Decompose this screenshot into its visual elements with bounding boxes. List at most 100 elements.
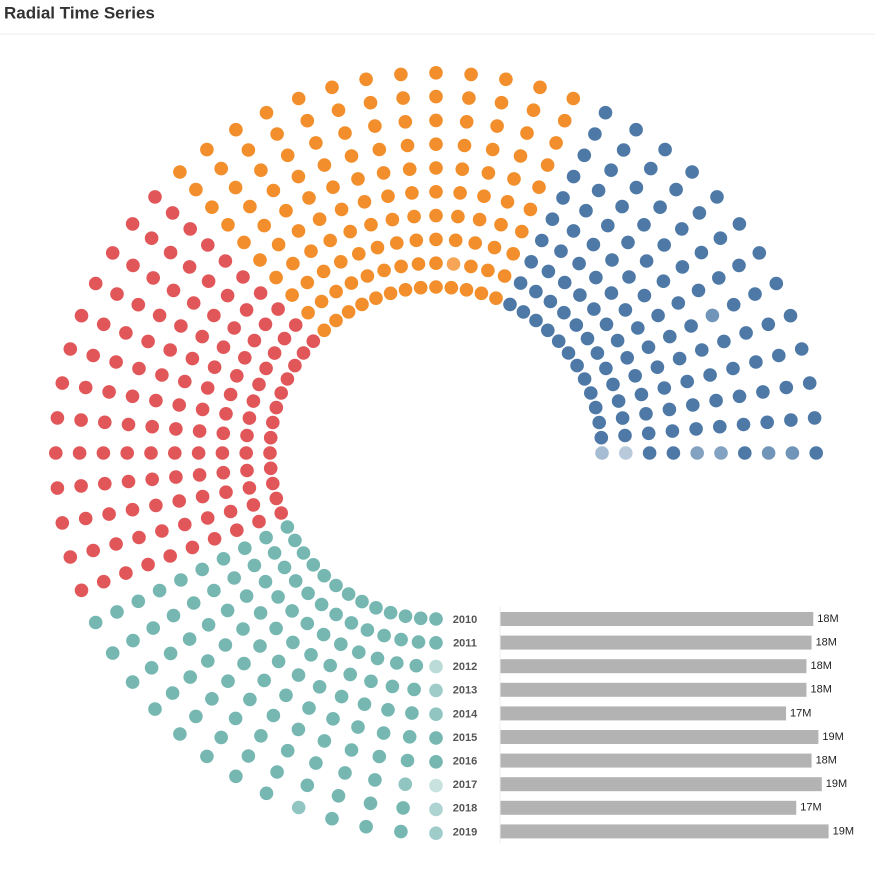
- dot: [110, 287, 124, 301]
- bar: [500, 659, 807, 674]
- dot: [338, 126, 352, 140]
- dot: [285, 604, 299, 618]
- dot: [446, 257, 461, 271]
- dot: [657, 238, 671, 252]
- dot: [637, 288, 652, 303]
- dot: [494, 95, 509, 110]
- dot: [368, 119, 382, 133]
- dot: [686, 398, 700, 412]
- dot: [396, 91, 410, 105]
- dot: [214, 161, 228, 176]
- dot: [605, 253, 619, 267]
- dot: [238, 541, 252, 555]
- dot: [218, 638, 233, 652]
- dot: [132, 530, 146, 545]
- dot: [653, 200, 667, 214]
- dot: [459, 115, 474, 129]
- dot: [726, 361, 740, 376]
- dot: [317, 568, 332, 583]
- dot: [709, 393, 723, 408]
- chart-title: Radial Time Series: [4, 3, 155, 22]
- dot: [663, 329, 677, 344]
- bar: [500, 753, 812, 768]
- dot: [429, 113, 443, 128]
- dot: [675, 260, 690, 274]
- bar-value-label: 18M: [810, 660, 831, 672]
- dot: [713, 419, 727, 434]
- dot: [736, 417, 751, 432]
- dot: [288, 318, 303, 332]
- dot: [629, 122, 643, 137]
- dot: [400, 753, 415, 768]
- bar: [500, 612, 814, 626]
- dot: [195, 402, 210, 417]
- dot: [63, 342, 78, 356]
- bar-value-label: 17M: [790, 707, 811, 719]
- dot: [383, 286, 398, 301]
- dot: [300, 113, 315, 128]
- dot: [584, 386, 598, 400]
- dot: [141, 557, 155, 572]
- dot: [748, 287, 762, 301]
- dot: [429, 66, 443, 80]
- year-label: 2013: [453, 685, 477, 697]
- dot: [331, 103, 346, 117]
- dot: [606, 377, 620, 392]
- dot: [301, 586, 315, 601]
- dot: [611, 394, 626, 408]
- dot: [88, 276, 103, 291]
- dot: [675, 222, 689, 236]
- dot: [285, 288, 299, 302]
- dot: [481, 263, 495, 278]
- dot: [110, 605, 124, 619]
- dot: [302, 701, 316, 715]
- dot: [119, 566, 133, 580]
- dot: [429, 612, 443, 626]
- dot: [344, 276, 359, 290]
- dot: [125, 389, 140, 404]
- dot: [732, 258, 746, 273]
- dot: [529, 313, 543, 328]
- dot: [413, 611, 428, 626]
- dot: [228, 180, 243, 195]
- dot: [405, 186, 419, 200]
- dot: [783, 308, 798, 323]
- dot: [396, 801, 410, 815]
- dot: [601, 218, 615, 233]
- dot: [599, 361, 613, 376]
- dot: [201, 274, 216, 289]
- dot: [288, 533, 302, 548]
- dot: [532, 180, 546, 194]
- dot: [760, 415, 774, 430]
- dot: [253, 639, 267, 653]
- dot: [218, 254, 233, 268]
- dot: [144, 231, 159, 245]
- dot: [385, 212, 400, 227]
- dot: [126, 633, 140, 648]
- dot: [323, 233, 338, 248]
- dot: [394, 259, 408, 274]
- dot: [561, 346, 576, 360]
- dot: [173, 727, 187, 741]
- dot: [309, 136, 323, 150]
- dot: [325, 80, 339, 95]
- dot: [270, 765, 284, 779]
- dot: [455, 162, 470, 176]
- dot: [288, 574, 303, 588]
- dot: [629, 180, 644, 195]
- dot: [125, 217, 140, 231]
- dot: [616, 143, 631, 157]
- dot: [155, 368, 169, 382]
- dot: [451, 209, 465, 224]
- dot: [269, 400, 284, 415]
- dot: [195, 329, 209, 344]
- dot: [246, 498, 261, 512]
- dot: [259, 786, 274, 801]
- dot: [712, 271, 726, 285]
- dot: [78, 511, 93, 526]
- dot: [398, 609, 413, 623]
- dot: [429, 161, 443, 175]
- dot: [257, 218, 272, 233]
- dot: [191, 446, 206, 460]
- dot: [186, 296, 201, 310]
